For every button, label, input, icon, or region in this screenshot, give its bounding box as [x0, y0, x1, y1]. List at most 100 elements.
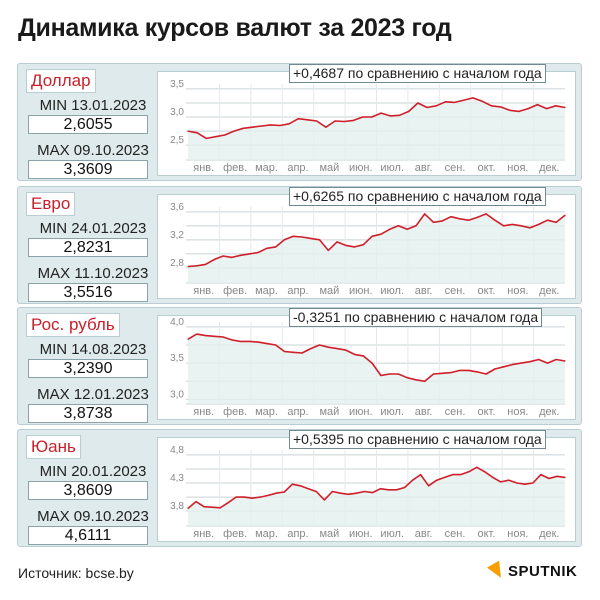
x-tick-label: авг.: [415, 406, 433, 418]
data-point: [371, 116, 373, 118]
data-point: [511, 363, 513, 366]
data-point: [196, 265, 198, 267]
data-point: [444, 476, 446, 478]
data-point: [564, 476, 566, 478]
data-point: [343, 120, 345, 123]
data-point: [564, 214, 566, 216]
x-tick-label: янв.: [193, 162, 214, 174]
min-label: MIN 20.01.2023: [39, 463, 147, 480]
data-point: [406, 377, 408, 379]
data-point: [248, 340, 250, 342]
y-tick-label: 3,2: [170, 230, 184, 241]
data-point: [503, 225, 505, 227]
x-tick-label: сен.: [445, 528, 466, 540]
line-chart: 4,0 3,5 3,0 янв. фев. мар. апр. май июн. июл. авг.…: [157, 315, 576, 420]
data-point: [318, 344, 321, 346]
data-point: [266, 342, 268, 345]
data-point: [196, 132, 198, 134]
data-point: [490, 105, 493, 107]
data-point: [196, 333, 198, 335]
x-tick-label: окт.: [477, 528, 495, 540]
data-point: [564, 360, 566, 362]
data-point: [316, 120, 318, 122]
x-tick-label: янв.: [193, 285, 214, 297]
data-point: [362, 244, 364, 246]
data-point: [251, 497, 253, 499]
data-point: [424, 213, 426, 215]
data-point: [503, 366, 505, 368]
data-point: [380, 112, 382, 114]
data-point: [231, 339, 233, 341]
data-point: [353, 246, 356, 248]
data-point: [494, 219, 496, 221]
data-point: [509, 109, 511, 111]
data-point: [323, 499, 325, 501]
x-tick-label: дек.: [539, 406, 559, 418]
y-tick-label: 3,8: [170, 501, 184, 512]
data-point: [555, 221, 557, 223]
data-point: [248, 253, 250, 255]
data-point: [362, 355, 364, 357]
data-point: [327, 249, 329, 251]
data-point: [415, 225, 417, 227]
data-point: [260, 125, 263, 127]
max-label: MAX 09.10.2023: [37, 508, 149, 525]
change-annotation: +0,6265 по сравнению с началом года: [289, 187, 546, 206]
area-fill: [188, 334, 565, 404]
x-tick-label: янв.: [193, 528, 214, 540]
data-point: [436, 479, 438, 481]
data-point: [484, 471, 486, 473]
x-tick-label: ноя.: [507, 285, 528, 297]
data-point: [318, 239, 321, 241]
x-tick-label: окт.: [477, 285, 495, 297]
x-tick-label: июн.: [349, 406, 373, 418]
x-tick-label: мар.: [255, 285, 278, 297]
data-point: [279, 124, 281, 127]
data-point: [355, 492, 358, 494]
data-point: [511, 223, 513, 226]
data-point: [203, 506, 205, 508]
data-point: [288, 123, 290, 125]
x-tick-label: фев.: [223, 528, 247, 540]
data-point: [379, 488, 382, 490]
data-point: [538, 358, 540, 361]
x-tick-label: окт.: [477, 162, 495, 174]
max-value: 3,8738: [28, 404, 148, 423]
x-tick-label: ноя.: [507, 162, 528, 174]
x-tick-label: июл.: [380, 162, 404, 174]
data-point: [454, 101, 456, 103]
data-line: [187, 97, 566, 140]
area-fill: [188, 467, 565, 526]
data-point: [494, 368, 496, 370]
data-point: [363, 490, 366, 493]
data-point: [424, 380, 426, 382]
data-point: [195, 501, 197, 503]
x-tick-label: фев.: [223, 406, 247, 418]
data-point: [310, 237, 312, 240]
x-tick-label: сен.: [445, 406, 466, 418]
data-point: [417, 102, 419, 104]
data-point: [292, 351, 294, 353]
y-tick-label: 3,6: [170, 202, 184, 213]
area-fill: [188, 97, 565, 160]
data-point: [371, 491, 374, 494]
data-point: [426, 106, 428, 109]
data-point: [327, 346, 329, 348]
data-point: [243, 496, 245, 498]
data-point: [500, 106, 502, 108]
data-point: [389, 228, 391, 230]
max-label: MAX 11.10.2023: [37, 265, 149, 282]
data-point: [538, 223, 540, 226]
x-tick-label: июн.: [349, 162, 373, 174]
data-point: [564, 106, 566, 109]
data-point: [187, 130, 189, 132]
data-point: [555, 358, 557, 361]
data-point: [540, 473, 542, 476]
data-point: [275, 344, 277, 346]
max-value: 3,3609: [28, 160, 148, 179]
min-label: MIN 14.08.2023: [39, 341, 147, 358]
data-point: [325, 126, 327, 128]
data-point: [240, 254, 242, 256]
x-tick-label: авг.: [415, 528, 433, 540]
data-point: [476, 216, 478, 219]
